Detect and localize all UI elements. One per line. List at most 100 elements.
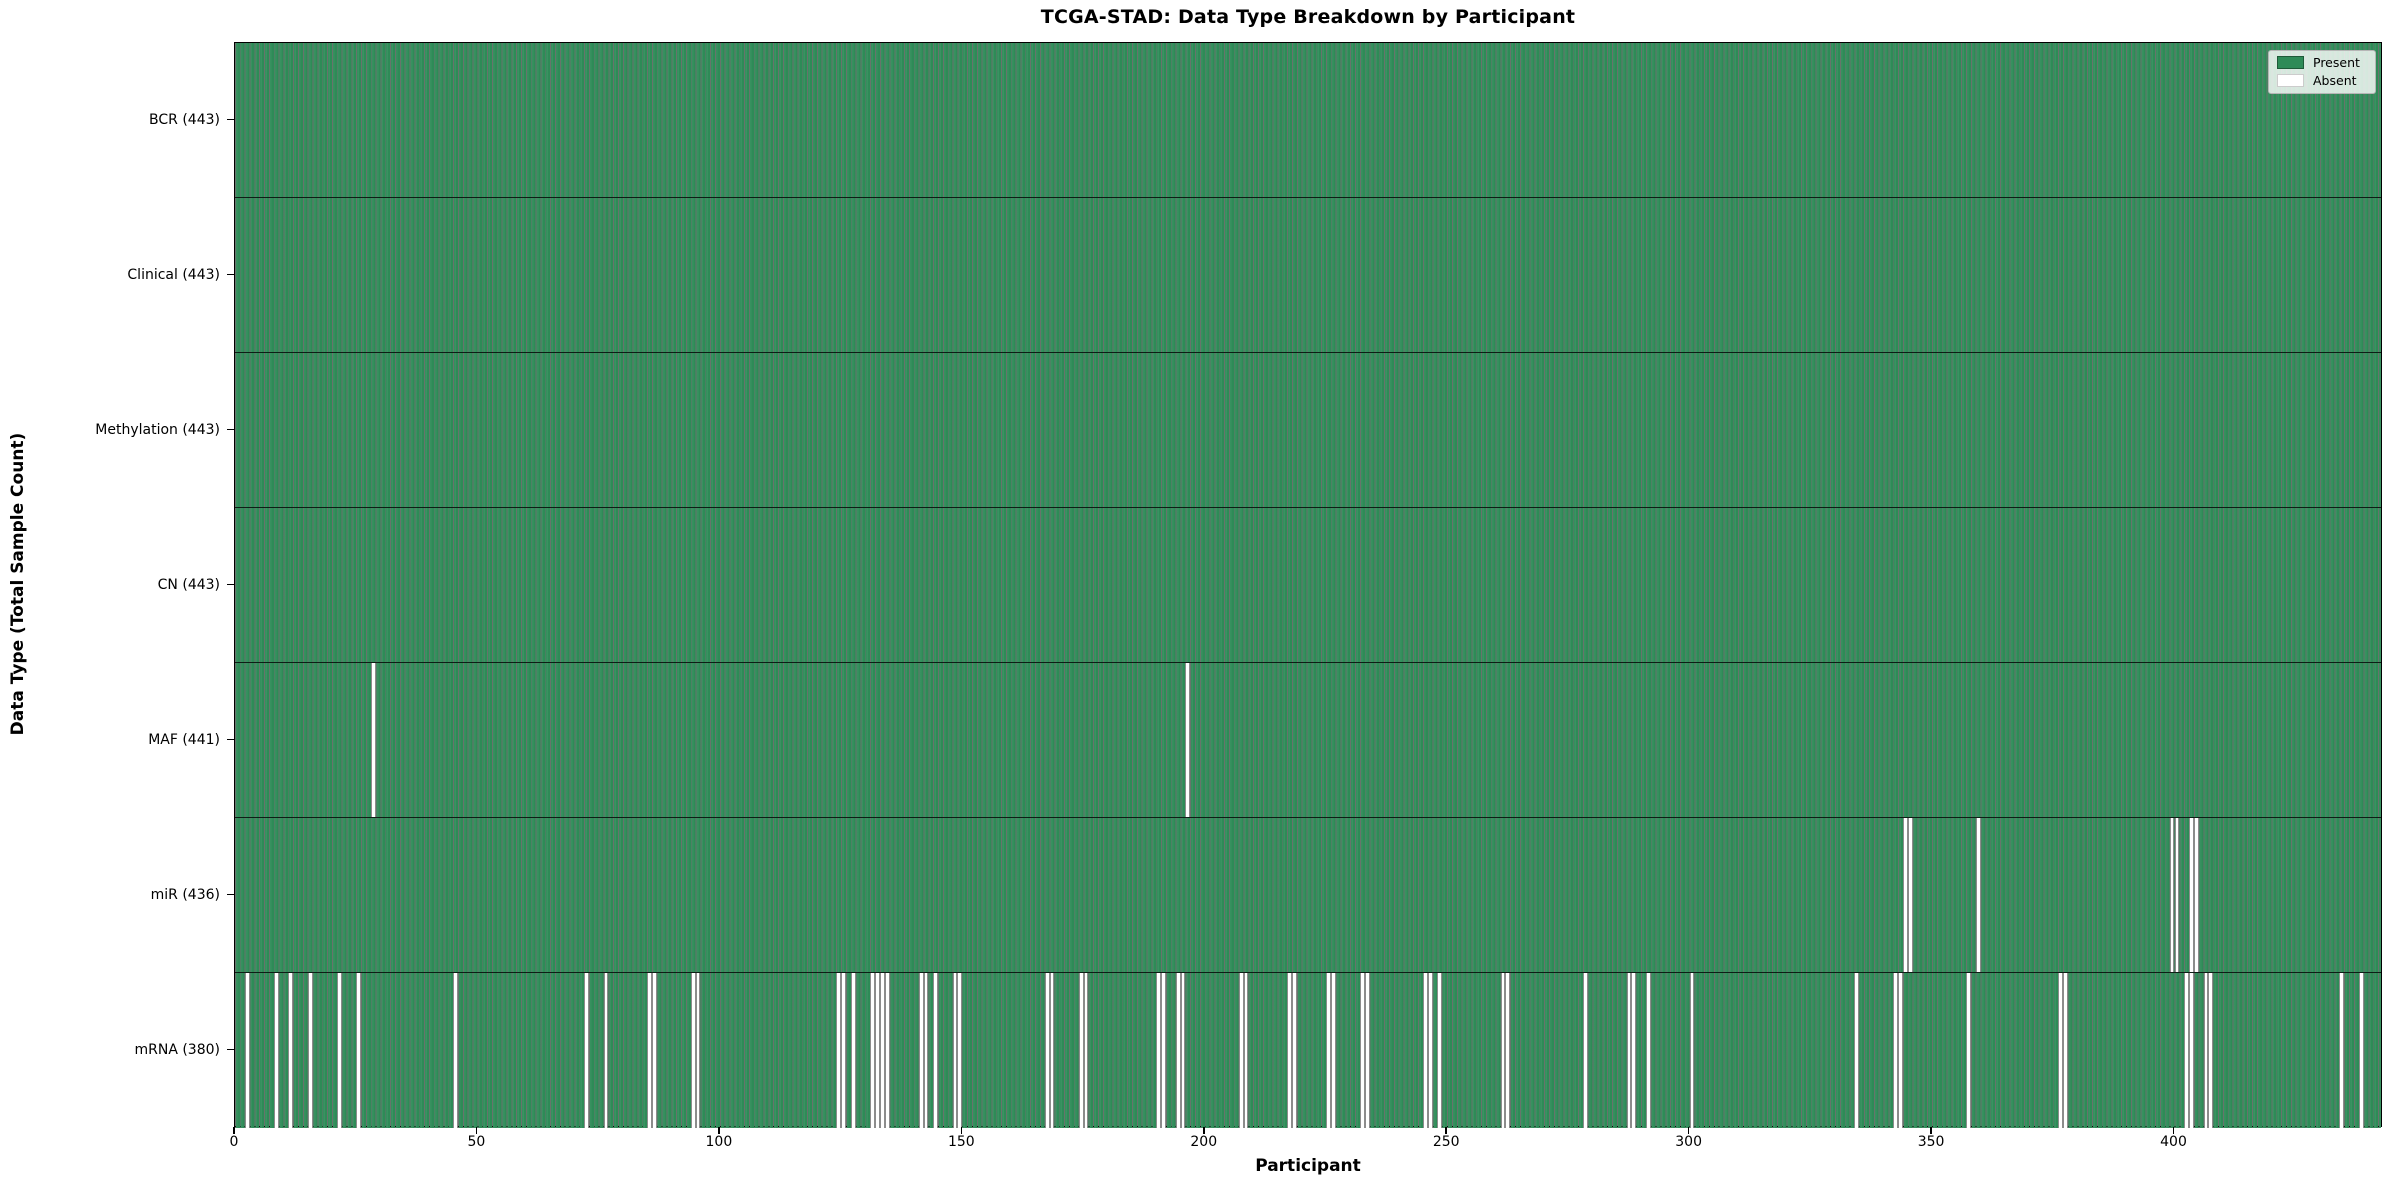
absent-mark-mRNA-125 [841, 973, 846, 1128]
ytick-label-BCR: BCR (443) [149, 111, 220, 128]
absent-mark-mRNA-144 [933, 973, 939, 1128]
absent-mark-miR-399 [2169, 818, 2175, 972]
absent-mark-mRNA-300 [1689, 973, 1695, 1128]
absent-mark-miR-345 [1907, 818, 1913, 972]
absent-mark-mRNA-342 [1893, 973, 1899, 1128]
absent-mark-mRNA-208 [1243, 973, 1249, 1128]
ytick-label-mRNA: mRNA (380) [134, 1041, 220, 1058]
absent-mark-mRNA-175 [1083, 973, 1089, 1128]
absent-mark-mRNA-2 [244, 973, 250, 1128]
xtick-label-0: 0 [229, 1134, 239, 1150]
absent-mark-mRNA-21 [336, 973, 342, 1128]
absent-mark-mRNA-288 [1631, 973, 1637, 1128]
absent-mark-mRNA-149 [957, 973, 963, 1128]
absent-mark-miR-403 [2189, 818, 2194, 972]
absent-mark-mRNA-402 [2184, 973, 2190, 1128]
absent-mark-mRNA-262 [1505, 973, 1511, 1128]
heatmap-row-CN [235, 508, 2381, 663]
absent-mark-mRNA-15 [307, 973, 313, 1128]
absent-mark-mRNA-291 [1645, 973, 1651, 1128]
absent-mark-mRNA-72 [584, 973, 589, 1128]
ytick-mark-MAF [227, 738, 234, 741]
absent-mark-MAF-28 [370, 663, 376, 817]
legend-entry-present: Present [2277, 56, 2369, 69]
xtick-label-200: 200 [1190, 1134, 1218, 1150]
ytick-mark-Methylation [227, 428, 234, 431]
xtick-label-250: 250 [1432, 1134, 1460, 1150]
absent-mark-mRNA-207 [1238, 973, 1244, 1128]
xtick-mark-400 [2172, 1127, 2175, 1134]
ytick-mark-CN [227, 583, 234, 586]
ytick-label-MAF: MAF (441) [148, 731, 220, 748]
ytick-mark-miR [227, 893, 234, 896]
chart-title: TCGA-STAD: Data Type Breakdown by Partic… [1040, 6, 1576, 28]
absent-mark-miR-359 [1975, 818, 1981, 972]
absent-mark-mRNA-174 [1078, 973, 1084, 1128]
absent-mark-miR-404 [2193, 818, 2199, 972]
heatmap-row-BCR [235, 43, 2381, 198]
heatmap-row-mRNA [235, 973, 2381, 1128]
legend-label-present: Present [2313, 55, 2360, 70]
absent-mark-mRNA-94 [690, 973, 696, 1128]
absent-mark-mRNA-376 [2058, 973, 2063, 1128]
legend-entry-absent: Absent [2277, 74, 2369, 87]
x-axis-title: Participant [1255, 1156, 1361, 1176]
xtick-label-50: 50 [467, 1134, 486, 1150]
absent-mark-mRNA-194 [1175, 973, 1181, 1128]
absent-mark-mRNA-287 [1626, 973, 1632, 1128]
absent-mark-mRNA-190 [1156, 973, 1162, 1128]
absent-mark-mRNA-403 [2189, 973, 2194, 1128]
absent-mark-mRNA-245 [1422, 973, 1428, 1128]
ytick-label-Clinical: Clinical (443) [127, 266, 220, 283]
ytick-label-miR: miR (436) [150, 886, 220, 903]
absent-mark-MAF-196 [1185, 663, 1191, 817]
absent-mark-mRNA-8 [273, 973, 279, 1128]
absent-mark-mRNA-357 [1966, 973, 1971, 1128]
absent-mark-miR-344 [1902, 818, 1908, 972]
absent-mark-mRNA-191 [1161, 973, 1166, 1128]
absent-mark-mRNA-407 [2208, 973, 2214, 1128]
xtick-label-300: 300 [1675, 1134, 1702, 1150]
xtick-mark-300 [1687, 1127, 1690, 1134]
xtick-label-100: 100 [705, 1134, 733, 1150]
ytick-mark-BCR [227, 118, 234, 121]
absent-mark-mRNA-141 [918, 973, 924, 1128]
absent-mark-mRNA-434 [2339, 973, 2345, 1128]
ytick-label-CN: CN (443) [157, 576, 220, 593]
xtick-mark-0 [233, 1127, 235, 1134]
xtick-mark-200 [1203, 1127, 1205, 1134]
xtick-mark-250 [1445, 1127, 1447, 1134]
xtick-label-350: 350 [1917, 1134, 1945, 1150]
absent-mark-mRNA-133 [879, 973, 885, 1128]
absent-mark-mRNA-406 [2203, 973, 2209, 1128]
legend-swatch-present [2277, 56, 2304, 69]
xtick-mark-50 [475, 1127, 478, 1134]
absent-mark-mRNA-248 [1437, 973, 1443, 1128]
absent-mark-mRNA-142 [923, 973, 929, 1128]
absent-mark-miR-400 [2174, 818, 2180, 972]
absent-mark-mRNA-226 [1330, 973, 1336, 1128]
absent-mark-mRNA-217 [1287, 973, 1293, 1128]
absent-mark-mRNA-25 [356, 973, 362, 1128]
absent-mark-mRNA-127 [850, 973, 856, 1128]
absent-mark-mRNA-232 [1359, 973, 1365, 1128]
ytick-mark-mRNA [227, 1048, 234, 1051]
ytick-label-Methylation: Methylation (443) [95, 421, 220, 438]
absent-mark-mRNA-85 [647, 973, 652, 1128]
absent-mark-mRNA-168 [1049, 973, 1055, 1128]
absent-mark-mRNA-167 [1044, 973, 1050, 1128]
xtick-mark-350 [1930, 1127, 1932, 1134]
absent-mark-mRNA-246 [1427, 973, 1433, 1128]
absent-mark-mRNA-131 [870, 973, 876, 1128]
xtick-mark-100 [718, 1127, 720, 1134]
absent-mark-mRNA-195 [1180, 973, 1186, 1128]
absent-mark-mRNA-95 [695, 973, 701, 1128]
absent-mark-mRNA-278 [1582, 973, 1588, 1128]
ytick-mark-Clinical [227, 273, 234, 276]
absent-mark-mRNA-218 [1292, 973, 1297, 1128]
absent-mark-mRNA-148 [952, 973, 958, 1128]
absent-mark-mRNA-132 [875, 973, 880, 1128]
absent-mark-mRNA-261 [1500, 973, 1506, 1128]
absent-mark-mRNA-233 [1364, 973, 1370, 1128]
plot-area: Present Absent [234, 42, 2382, 1128]
